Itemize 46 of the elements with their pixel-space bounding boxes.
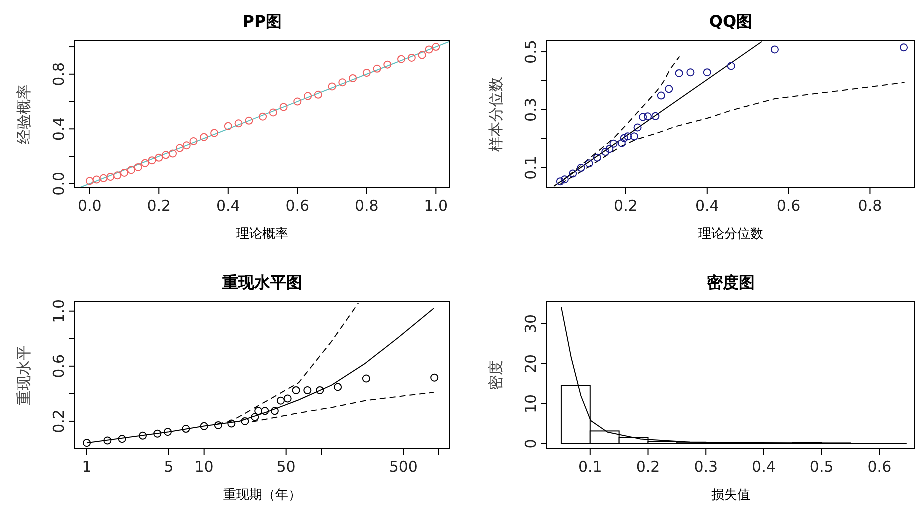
x-tick-label: 0.6 <box>868 458 892 476</box>
x-tick-label: 0.6 <box>776 197 801 215</box>
x-tick-label: 1.0 <box>424 197 448 215</box>
x-tick-label: 0.2 <box>614 197 638 215</box>
x-axis-title: 理论分位数 <box>698 227 764 242</box>
x-axis-title: 重现期（年） <box>224 488 302 503</box>
y-tick-label: 20 <box>522 354 540 374</box>
x-tick-label: 0.2 <box>636 458 660 476</box>
y-axis-title: 密度 <box>487 360 505 390</box>
x-tick-label: 0.4 <box>695 197 720 215</box>
x-axis-title: 损失值 <box>712 488 750 503</box>
chart-title: 重现水平图 <box>222 273 302 292</box>
y-tick-label: 0.6 <box>50 354 68 378</box>
y-axis-title: 样本分位数 <box>487 77 505 152</box>
y-axis-title: 经验概率 <box>15 84 33 144</box>
x-tick-label: 0.1 <box>578 458 602 476</box>
chart-title: PP图 <box>242 12 282 31</box>
x-axis-title: 理论概率 <box>236 226 288 242</box>
x-tick-label: 0.4 <box>752 458 776 476</box>
x-tick-label: 0.6 <box>286 197 310 215</box>
y-tick-label: 0.2 <box>50 410 68 434</box>
x-tick-label: 0.8 <box>858 197 882 215</box>
y-axis-title: 重现水平 <box>15 346 33 406</box>
y-tick-label: 0.5 <box>522 40 540 64</box>
y-tick-label: 0.0 <box>50 172 68 196</box>
x-tick-label: 1 <box>82 458 92 476</box>
y-tick-label: 0.4 <box>50 117 68 142</box>
chart-title: 密度图 <box>707 273 755 292</box>
x-tick-label: 500 <box>389 458 418 476</box>
y-tick-label: 1.0 <box>50 299 68 324</box>
x-tick-label: 0.2 <box>147 197 172 215</box>
y-tick-label: 10 <box>522 394 540 414</box>
y-tick-label: 30 <box>522 314 540 334</box>
chart-title: QQ图 <box>709 12 753 31</box>
x-tick-label: 0.5 <box>810 458 834 476</box>
x-tick-label: 0.0 <box>78 197 102 215</box>
x-tick-label: 5 <box>164 458 174 476</box>
y-tick-label: 0 <box>522 439 540 449</box>
y-tick-label: 0.1 <box>522 156 540 180</box>
y-tick-label: 0.8 <box>50 62 68 86</box>
x-tick-label: 0.4 <box>216 197 240 215</box>
x-tick-label: 10 <box>194 458 214 476</box>
y-tick-label: 0.3 <box>522 98 540 122</box>
x-tick-label: 0.8 <box>354 197 379 215</box>
x-tick-label: 0.3 <box>694 458 718 476</box>
x-tick-label: 50 <box>276 458 296 476</box>
